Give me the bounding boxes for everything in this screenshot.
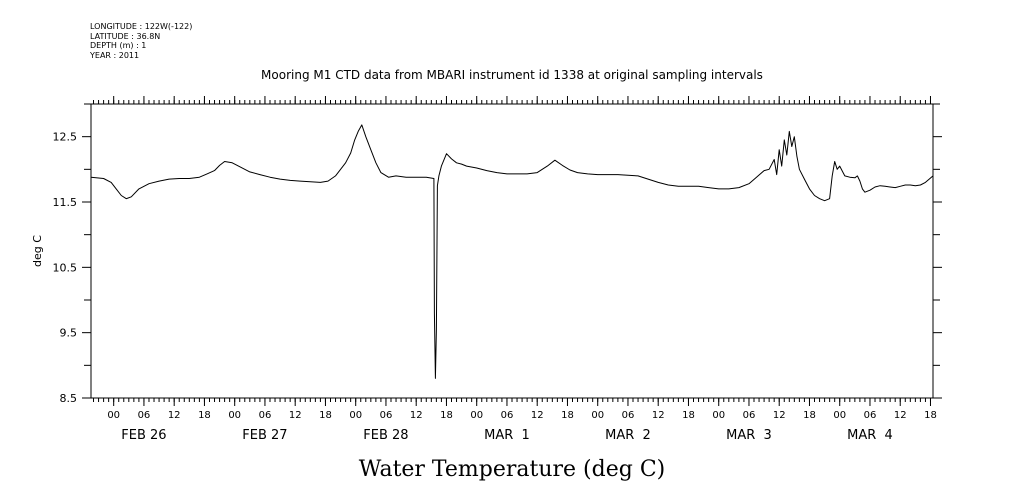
x-hour-tick-label: 00	[349, 410, 362, 421]
x-hour-tick-label: 00	[470, 410, 483, 421]
x-hour-tick-label: 12	[652, 410, 665, 421]
x-hour-tick-label: 00	[107, 410, 120, 421]
x-hour-tick-label: 00	[228, 410, 241, 421]
x-hour-tick-label: 18	[198, 410, 211, 421]
y-tick-label: 8.5	[60, 392, 78, 405]
latitude-text: LATITUDE : 36.8N	[90, 31, 161, 41]
x-hour-tick-label: 18	[682, 410, 695, 421]
depth-text: DEPTH (m) : 1	[90, 41, 147, 50]
x-day-label: MAR 1	[484, 428, 530, 443]
x-hour-tick-label: 06	[501, 410, 514, 421]
x-hour-tick-label: 12	[410, 410, 423, 421]
x-axis-day-labels: FEB 26 FEB 27 FEB 28 MAR 1 MAR 2 MAR 3 MAR 4	[121, 428, 893, 443]
x-hour-tick-label: 12	[289, 410, 302, 421]
y-tick-label: 12.5	[53, 131, 78, 144]
x-day-label: MAR 3	[726, 428, 772, 443]
x-hour-tick-label: 12	[531, 410, 544, 421]
x-hour-tick-label: 18	[803, 410, 816, 421]
year-text: YEAR : 2011	[90, 50, 140, 60]
x-hour-tick-label: 18	[924, 410, 937, 421]
y-axis-ticks: 8.5 9.5 10.5 11.5 12.5	[53, 103, 942, 405]
x-hour-tick-label: 00	[833, 410, 846, 421]
x-hour-tick-label: 06	[743, 410, 756, 421]
x-hour-tick-label: 18	[561, 410, 574, 421]
y-tick-label: 11.5	[53, 196, 78, 209]
plot-frame	[90, 103, 934, 399]
y-tick-label: 9.5	[60, 327, 78, 340]
minor-ticks	[93, 100, 931, 402]
x-hour-tick-label: 18	[440, 410, 453, 421]
x-hour-tick-label: 06	[138, 410, 151, 421]
x-hour-tick-label: 12	[168, 410, 181, 421]
x-hour-tick-label: 12	[773, 410, 786, 421]
x-day-label: FEB 27	[242, 428, 287, 443]
x-hour-tick-label: 00	[712, 410, 725, 421]
metadata-block: LONGITUDE : 122W(-122) LATITUDE : 36.8N …	[90, 22, 192, 60]
x-hour-tick-label: 06	[259, 410, 272, 421]
x-axis-ticks: 00 06 12 18 00 06 12 18 00 06 12 18 00 06 12 18 00 06 12 18…	[107, 96, 937, 421]
x-hour-tick-label: 06	[622, 410, 635, 421]
x-hour-tick-label: 12	[894, 410, 907, 421]
x-day-label: MAR 4	[847, 428, 893, 443]
x-hour-tick-label: 18	[319, 410, 332, 421]
x-hour-tick-label: 06	[864, 410, 877, 421]
x-hour-tick-label: 06	[380, 410, 393, 421]
chart-title: Mooring M1 CTD data from MBARI instrumen…	[261, 68, 763, 82]
longitude-text: LONGITUDE : 122W(-122)	[90, 22, 193, 31]
x-hour-tick-label: 00	[591, 410, 604, 421]
x-day-label: MAR 2	[605, 428, 651, 443]
x-day-label: FEB 28	[363, 428, 408, 443]
series-line	[90, 124, 934, 379]
y-axis-label: deg C	[31, 235, 44, 267]
x-day-label: FEB 26	[121, 428, 166, 443]
x-axis-label: Water Temperature (deg C)	[359, 457, 666, 482]
y-tick-label: 10.5	[53, 261, 78, 274]
